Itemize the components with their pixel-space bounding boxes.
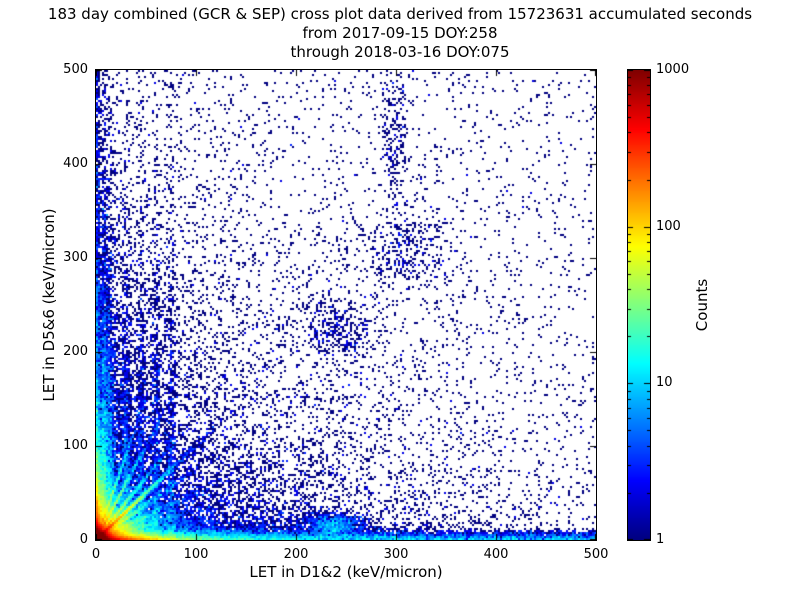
- title-line-1: 183 day combined (GCR & SEP) cross plot …: [47, 5, 753, 23]
- colorbar-tick-label: 1000: [656, 62, 690, 77]
- title-line-2: from 2017-09-15 DOY:258: [302, 24, 498, 42]
- scatter-density-canvas: [96, 70, 596, 540]
- y-tick-label: 200: [63, 344, 88, 359]
- chart-title: 183 day combined (GCR & SEP) cross plot …: [0, 5, 800, 62]
- x-tick-label: 0: [91, 547, 101, 562]
- y-tick-label: 400: [63, 156, 88, 171]
- y-tick-label: 100: [63, 438, 88, 453]
- colorbar-tick-label: 100: [656, 218, 681, 234]
- colorbar-gradient-canvas: [628, 70, 650, 540]
- x-tick-label: 100: [183, 547, 209, 562]
- colorbar-label: Counts: [693, 278, 711, 332]
- x-axis-label: LET in D1&2 (keV/micron): [249, 563, 443, 581]
- y-axis-label: LET in D5&6 (keV/micron): [40, 208, 58, 402]
- y-tick-label: 500: [63, 62, 88, 77]
- plot-area: [95, 69, 597, 541]
- x-tick-label: 400: [483, 547, 509, 562]
- x-tick-label: 500: [583, 547, 609, 562]
- y-tick-label: 300: [63, 250, 88, 265]
- title-line-3: through 2018-03-16 DOY:075: [290, 43, 510, 61]
- x-tick-label: 200: [283, 547, 309, 562]
- colorbar-tick-label: 1: [656, 532, 665, 547]
- colorbar: [627, 69, 651, 541]
- x-tick-label: 300: [383, 547, 409, 562]
- y-tick-label: 0: [79, 532, 88, 547]
- colorbar-tick-label: 10: [656, 375, 673, 391]
